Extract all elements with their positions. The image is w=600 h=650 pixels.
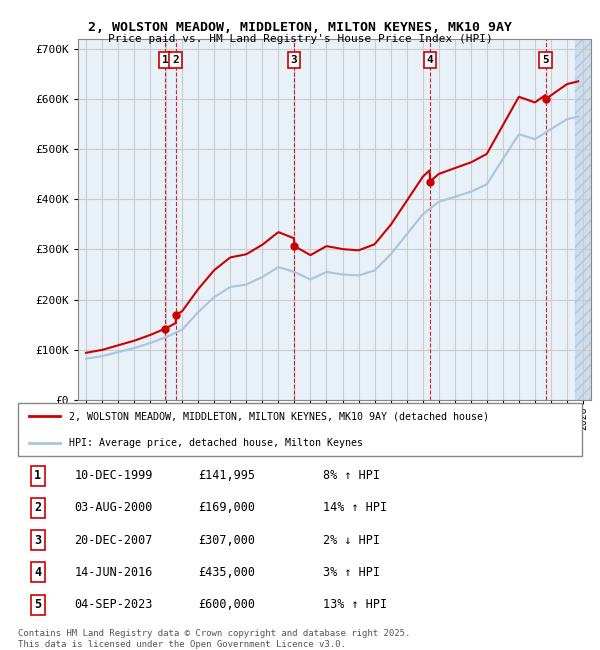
Text: 3% ↑ HPI: 3% ↑ HPI <box>323 566 380 579</box>
Text: 13% ↑ HPI: 13% ↑ HPI <box>323 598 386 611</box>
Text: £141,995: £141,995 <box>199 469 256 482</box>
Text: 20-DEC-2007: 20-DEC-2007 <box>74 534 153 547</box>
Text: 2: 2 <box>34 501 41 514</box>
Text: 04-SEP-2023: 04-SEP-2023 <box>74 598 153 611</box>
Text: £600,000: £600,000 <box>199 598 256 611</box>
Text: £435,000: £435,000 <box>199 566 256 579</box>
Text: £169,000: £169,000 <box>199 501 256 514</box>
Text: 03-AUG-2000: 03-AUG-2000 <box>74 501 153 514</box>
Text: 10-DEC-1999: 10-DEC-1999 <box>74 469 153 482</box>
Text: 3: 3 <box>34 534 41 547</box>
Text: 1: 1 <box>162 55 169 65</box>
Polygon shape <box>575 39 591 400</box>
Text: 2, WOLSTON MEADOW, MIDDLETON, MILTON KEYNES, MK10 9AY (detached house): 2, WOLSTON MEADOW, MIDDLETON, MILTON KEY… <box>69 411 489 421</box>
Text: 5: 5 <box>34 598 41 611</box>
Text: Contains HM Land Registry data © Crown copyright and database right 2025.
This d: Contains HM Land Registry data © Crown c… <box>18 629 410 649</box>
Text: HPI: Average price, detached house, Milton Keynes: HPI: Average price, detached house, Milt… <box>69 438 363 448</box>
Text: 8% ↑ HPI: 8% ↑ HPI <box>323 469 380 482</box>
Text: Price paid vs. HM Land Registry's House Price Index (HPI): Price paid vs. HM Land Registry's House … <box>107 34 493 44</box>
Text: 3: 3 <box>290 55 298 65</box>
FancyBboxPatch shape <box>18 403 582 456</box>
Text: 5: 5 <box>542 55 549 65</box>
Text: 2: 2 <box>172 55 179 65</box>
Text: 1: 1 <box>34 469 41 482</box>
Text: 2, WOLSTON MEADOW, MIDDLETON, MILTON KEYNES, MK10 9AY: 2, WOLSTON MEADOW, MIDDLETON, MILTON KEY… <box>88 21 512 34</box>
Text: 14% ↑ HPI: 14% ↑ HPI <box>323 501 386 514</box>
Text: 4: 4 <box>427 55 433 65</box>
Text: 2% ↓ HPI: 2% ↓ HPI <box>323 534 380 547</box>
Text: £307,000: £307,000 <box>199 534 256 547</box>
Text: 4: 4 <box>34 566 41 579</box>
Text: 14-JUN-2016: 14-JUN-2016 <box>74 566 153 579</box>
